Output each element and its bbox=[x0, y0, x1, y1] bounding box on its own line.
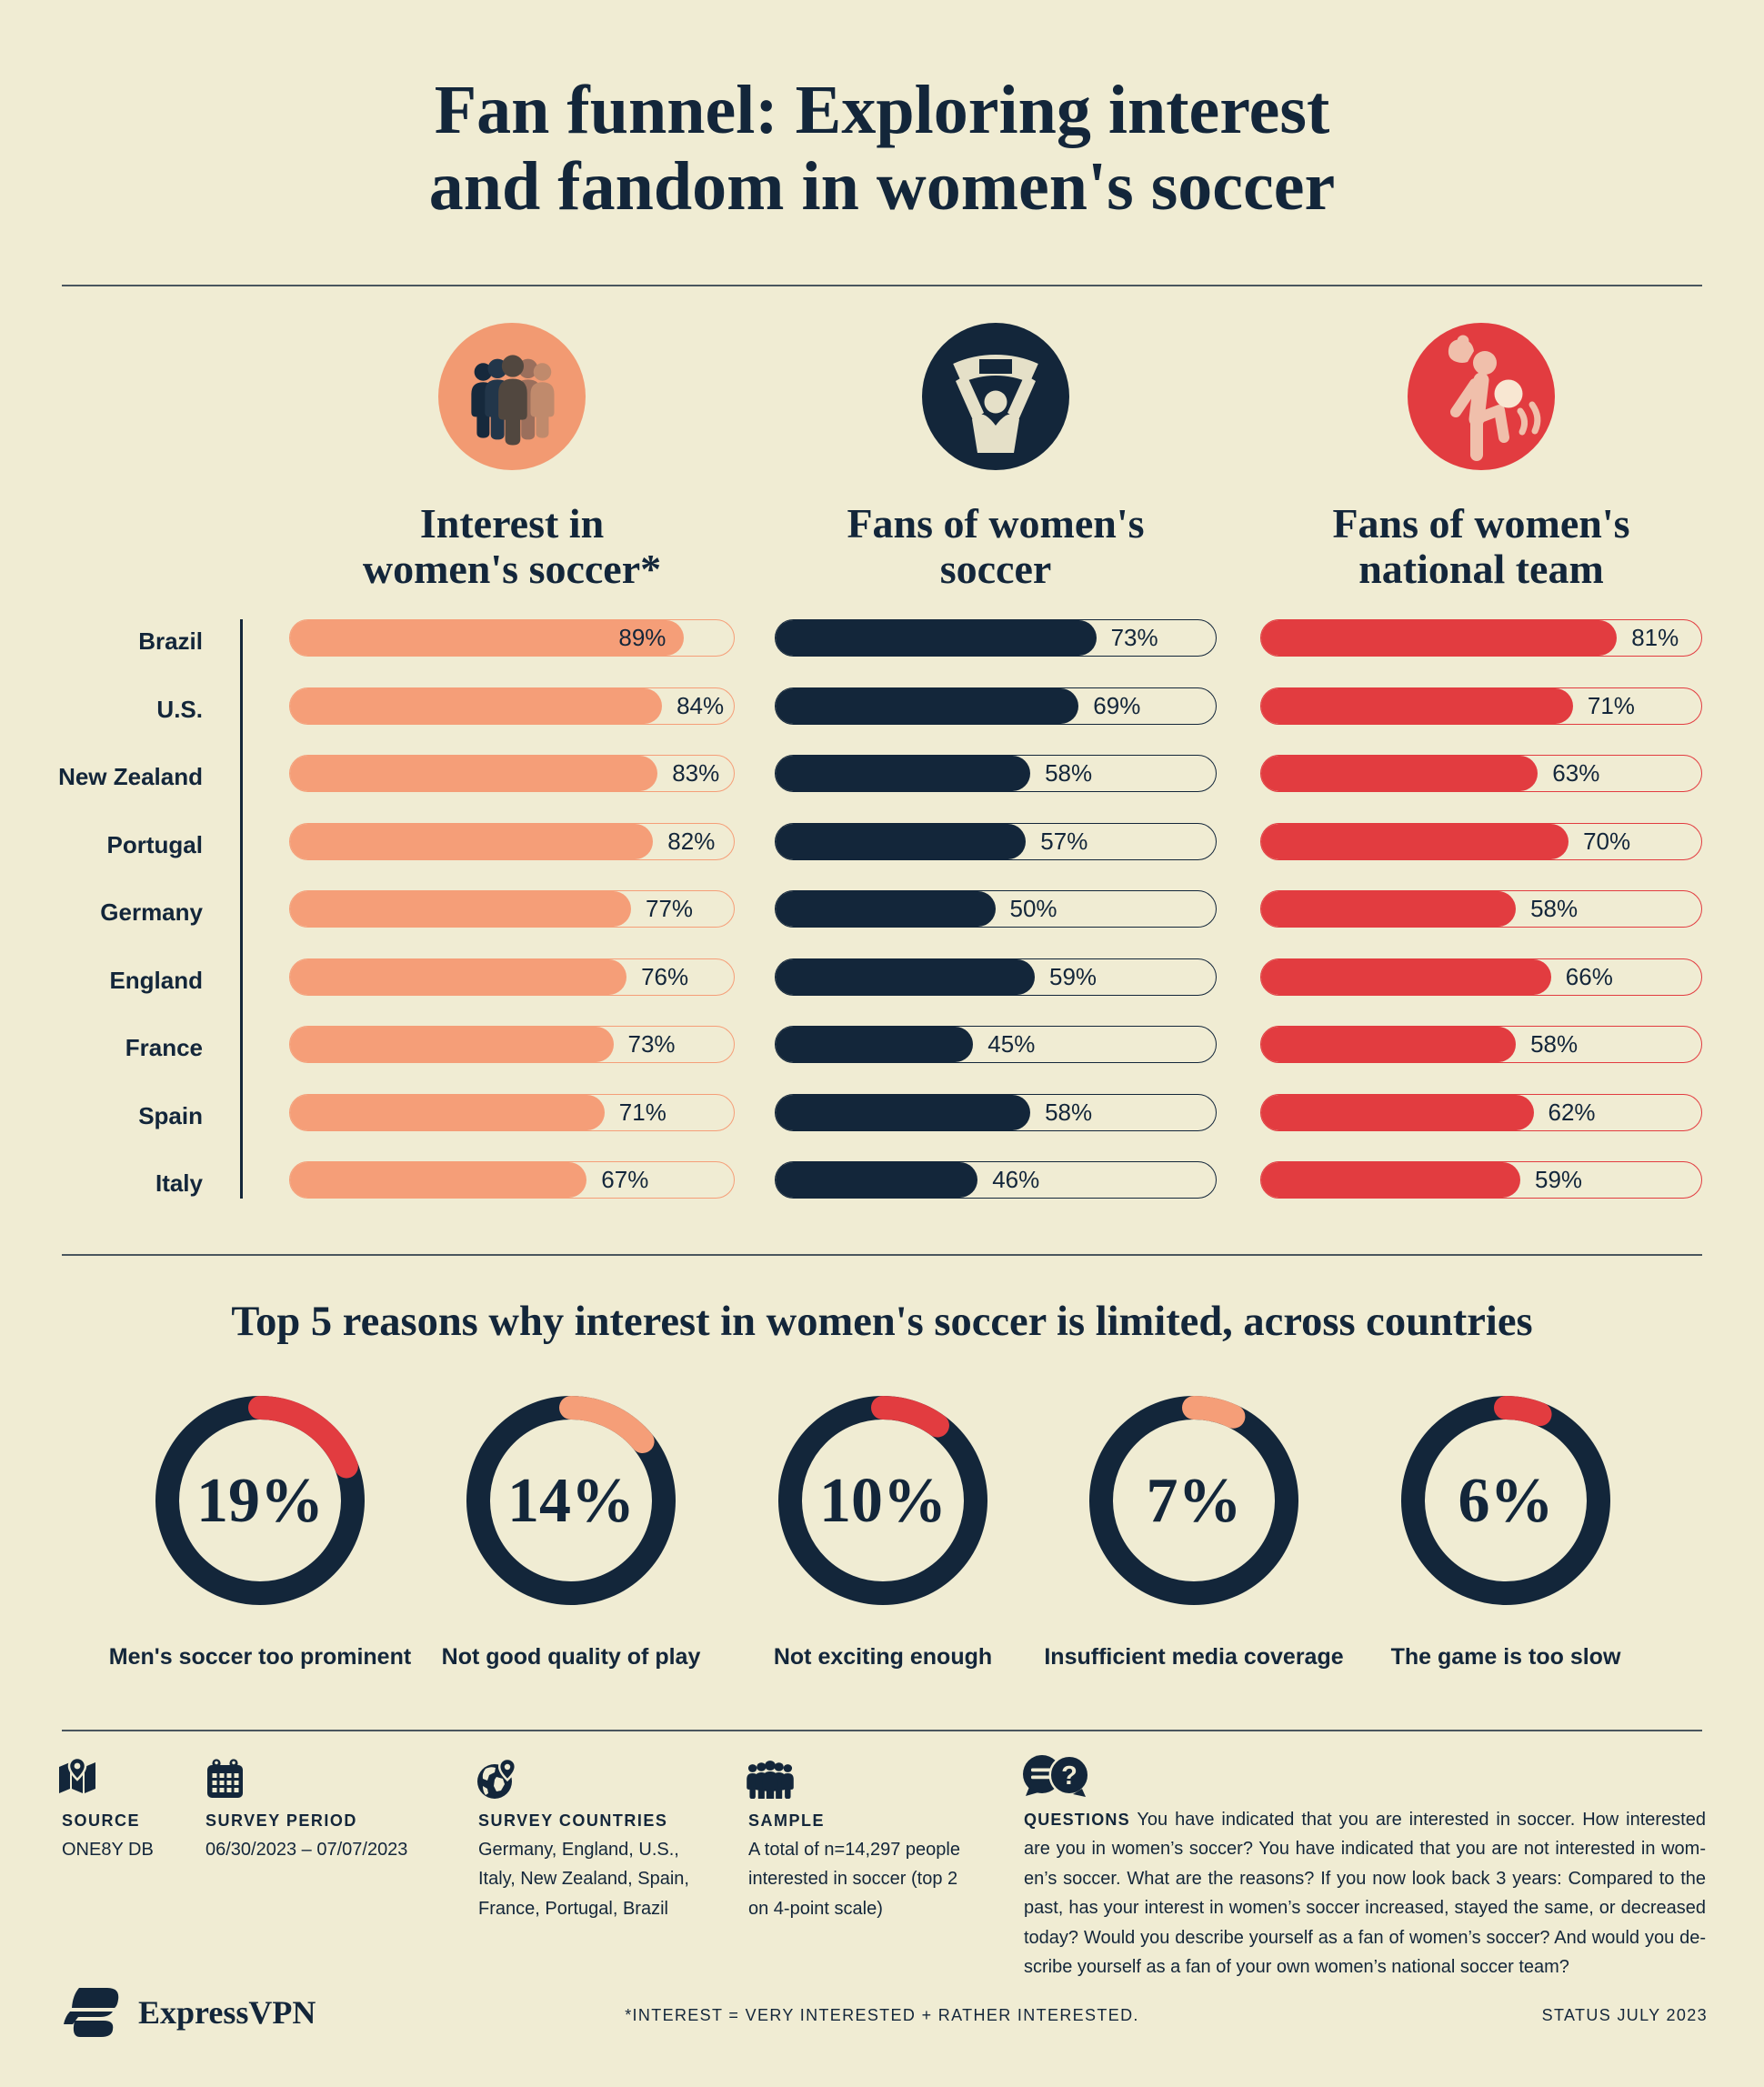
svg-text:?: ? bbox=[1061, 1761, 1077, 1791]
